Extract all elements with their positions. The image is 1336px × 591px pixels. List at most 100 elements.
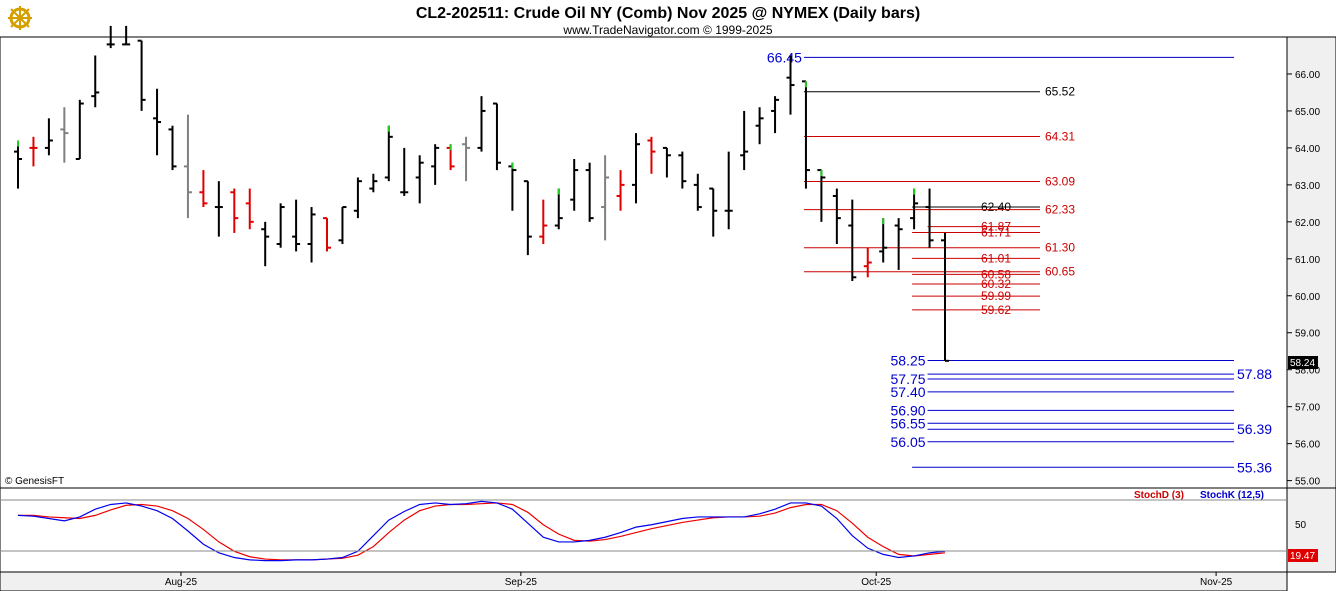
price-tick-label: 60.00 — [1295, 292, 1320, 303]
ohlc-bar — [678, 151, 687, 189]
level-label: 62.33 — [1045, 203, 1075, 217]
price-tick-label: 56.00 — [1295, 440, 1320, 451]
level-label: 56.90 — [891, 402, 926, 418]
level-label: 59.99 — [981, 289, 1011, 303]
level-label: 58.25 — [891, 352, 926, 368]
ohlc-bar — [122, 25, 131, 46]
ohlc-bar — [554, 188, 563, 230]
stochastic-lines — [17, 500, 946, 562]
level-label: 60.32 — [981, 277, 1011, 291]
ohlc-bar — [369, 173, 378, 193]
ohlc-bar — [44, 118, 53, 156]
ohlc-bar — [91, 55, 100, 108]
level-label: 56.55 — [891, 415, 926, 431]
stoch-last-label: 19.47 — [1290, 551, 1315, 562]
level-label: 61.87 — [981, 220, 1011, 234]
ohlc-bar — [910, 188, 919, 230]
level-label: 60.65 — [1045, 265, 1075, 279]
level-label: 61.01 — [981, 251, 1011, 265]
ohlc-bar — [632, 133, 640, 204]
ohlc-bar — [29, 136, 38, 167]
ohlc-bar — [724, 151, 733, 230]
level-label: 64.31 — [1045, 129, 1075, 143]
level-label: 56.39 — [1237, 421, 1272, 437]
fib-levels: 66.45 65.52 64.31 63.09 62.40 62.33 61.8761.71… — [767, 49, 1272, 475]
stoch-last-badge — [1288, 549, 1318, 562]
copyright: © GenesisFT — [5, 476, 64, 487]
time-axis[interactable] — [0, 571, 1288, 591]
level-label: 57.40 — [891, 384, 926, 400]
level-label: 57.75 — [891, 371, 926, 387]
level-label: 55.36 — [1237, 459, 1272, 475]
price-tick-label: 58.00 — [1295, 366, 1320, 377]
ohlc-bar — [415, 155, 424, 204]
price-bars — [14, 25, 949, 362]
ohlc-bar — [832, 188, 841, 245]
ohlc-bar — [539, 199, 548, 245]
ohlc-bar — [14, 140, 22, 189]
ohlc-bar — [508, 162, 517, 211]
price-tick-label: 64.00 — [1295, 144, 1320, 155]
ohlc-bar — [276, 203, 285, 248]
ohlc-bar — [477, 96, 486, 152]
last-price-label: 58.24 — [1290, 358, 1315, 369]
level-label: 66.45 — [767, 49, 802, 65]
ohlc-bar — [523, 180, 532, 256]
stoch-plot-area — [0, 487, 1288, 573]
ohlc-bar — [879, 218, 888, 263]
level-label: 59.62 — [981, 303, 1011, 317]
level-label: 60.58 — [981, 267, 1011, 281]
last-price-badge — [1288, 356, 1318, 369]
ohlc-bar — [214, 181, 223, 237]
level-label: 61.71 — [981, 226, 1011, 240]
level-label: 61.30 — [1045, 241, 1075, 255]
level-label: 56.05 — [891, 434, 926, 450]
ohlc-bar — [492, 102, 501, 171]
stoch-d-legend: StochD (3) — [1134, 490, 1184, 501]
level-label: 63.09 — [1045, 175, 1075, 189]
stoch-k-line — [17, 500, 946, 562]
ohlc-bar — [585, 162, 594, 222]
ship-wheel-logo-icon — [4, 4, 36, 32]
price-tick-label: 63.00 — [1295, 181, 1320, 192]
ohlc-bar — [941, 232, 949, 362]
ohlc-bar — [740, 110, 749, 171]
ohlc-bar — [801, 80, 810, 189]
stoch-d-line — [18, 502, 946, 561]
ohlc-bar — [848, 199, 857, 281]
ohlc-bar — [462, 136, 471, 182]
ohlc-bar — [616, 170, 625, 211]
ohlc-bar — [601, 155, 610, 241]
level-label: 57.88 — [1237, 366, 1272, 382]
ohlc-bar — [292, 199, 301, 252]
ohlc-bar — [353, 177, 362, 219]
ohlc-bar — [431, 144, 440, 185]
ohlc-bar — [894, 218, 903, 270]
price-tick-label: 55.00 — [1295, 477, 1320, 488]
price-axis-ticks: 66.00 65.00 64.00 63.00 62.00 61.00 60.00 59.00… — [1287, 70, 1320, 488]
ohlc-bar — [183, 114, 192, 219]
ohlc-bar — [261, 221, 270, 267]
ohlc-bar — [230, 188, 239, 233]
level-label: 62.40 — [981, 200, 1011, 214]
ohlc-bar — [647, 136, 656, 174]
chart-subtitle: www.TradeNavigator.com © 1999-2025 — [562, 23, 772, 37]
ohlc-bar — [662, 146, 671, 178]
ohlc-bar — [771, 96, 780, 134]
level-label: 65.52 — [1045, 85, 1075, 99]
chart-title: CL2-202511: Crude Oil NY (Comb) Nov 2025… — [416, 5, 920, 22]
ohlc-bar — [786, 55, 795, 115]
price-tick-label: 61.00 — [1295, 255, 1320, 266]
ohlc-bar — [153, 88, 162, 156]
price-axis[interactable] — [1286, 36, 1336, 489]
ohlc-bar — [755, 107, 764, 145]
price-tick-label: 62.00 — [1295, 218, 1320, 229]
ohlc-bar — [245, 188, 254, 230]
ohlc-bar — [60, 107, 69, 163]
price-tick-label: 57.00 — [1295, 403, 1320, 414]
price-plot-area — [0, 36, 1288, 489]
price-tick-label: 59.00 — [1295, 329, 1320, 340]
ohlc-bar — [925, 188, 934, 248]
time-axis-ticks: Aug-25 Sep-25 Oct-25 Nov-25 — [165, 572, 1233, 588]
time-tick-label: Aug-25 — [165, 577, 198, 588]
